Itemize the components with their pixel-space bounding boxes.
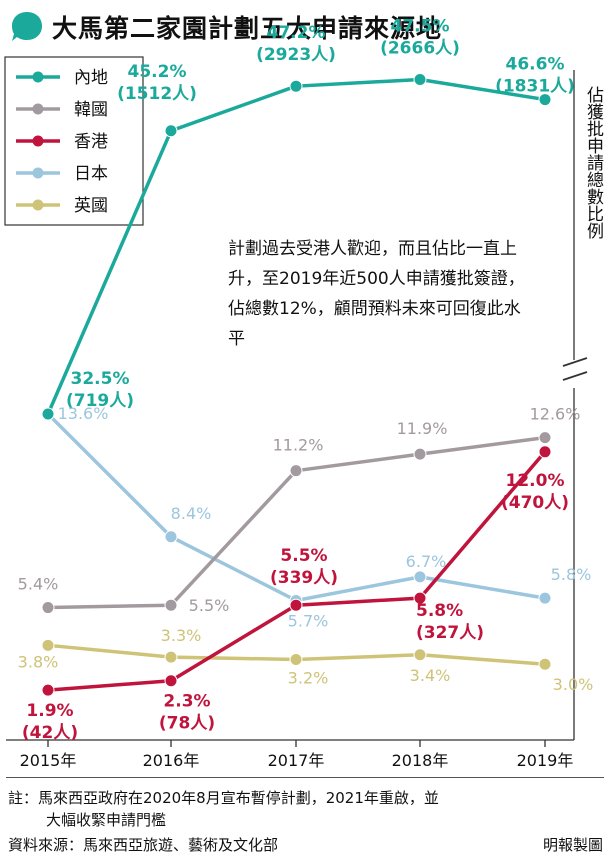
data-point-3-2 — [164, 674, 178, 688]
data-label-3-3-2: (339人) — [270, 568, 338, 588]
data-label-2-3-1: 11.2% — [273, 436, 324, 455]
data-point-5-3 — [289, 652, 303, 666]
data-label-3-5-2: (470人) — [501, 493, 569, 513]
data-point-3-4 — [413, 591, 427, 605]
x-tick-label-4: 2018年 — [392, 751, 449, 770]
data-point-3-1 — [41, 683, 55, 697]
data-label-3-1-2: (42人) — [22, 723, 78, 743]
data-label-2-5-1: 12.6% — [530, 405, 581, 424]
data-point-1-4 — [413, 73, 427, 86]
data-point-2-4 — [413, 447, 427, 461]
data-point-5-2 — [164, 650, 178, 664]
data-point-4-5 — [538, 591, 552, 605]
data-label-1-5-2: (1831人) — [495, 77, 575, 97]
data-point-4-2 — [164, 530, 178, 544]
source-text: 資料來源：馬來西亞旅遊、藝術及文化部 — [8, 836, 279, 854]
data-label-1-3-1: 47.2% — [267, 23, 326, 43]
data-label-1-4-1: 47.5% — [391, 17, 450, 37]
data-label-1-4-2: (2666人) — [380, 39, 460, 59]
data-label-3-3-1: 5.5% — [280, 546, 327, 566]
header: 大馬第二家園計劃五大申請來源地 — [0, 0, 611, 52]
chart-title: 大馬第二家園計劃五大申請來源地 — [52, 14, 443, 43]
data-label-5-1-1: 3.8% — [18, 652, 59, 671]
data-label-3-5-1: 12.0% — [506, 471, 565, 491]
data-label-1-5-1: 46.6% — [506, 55, 565, 75]
data-label-2-1-1: 5.4% — [18, 575, 59, 594]
data-point-5-1 — [41, 638, 55, 652]
x-tick-label-3: 2017年 — [268, 751, 325, 770]
data-label-5-2-1: 3.3% — [161, 626, 202, 645]
data-label-3-2-1: 2.3% — [163, 692, 210, 712]
data-label-4-4-1: 6.7% — [406, 552, 447, 571]
data-point-2-3 — [289, 464, 303, 478]
data-point-2-2 — [164, 598, 178, 612]
legend-marker-4 — [32, 167, 44, 179]
data-label-4-5-1: 5.8% — [551, 565, 592, 584]
data-label-5-4-1: 3.4% — [410, 666, 451, 685]
data-label-2-4-1: 11.9% — [397, 419, 448, 438]
data-label-3-2-2: (78人) — [159, 714, 215, 734]
x-tick-label-1: 2015年 — [20, 751, 77, 770]
legend-label-4: 日本 — [74, 164, 108, 184]
credit-text: 明報製圖 — [542, 836, 603, 854]
footnote-line-2: 大幅收緊申請門檻 — [46, 811, 167, 829]
data-label-1-2-1: 45.2% — [128, 62, 187, 82]
data-label-1-3-2: (2923人) — [256, 45, 336, 65]
data-label-5-5-1: 3.0% — [553, 675, 594, 694]
x-tick-label-5: 2019年 — [517, 751, 574, 770]
data-point-3-3 — [289, 598, 303, 612]
data-point-2-1 — [41, 601, 55, 615]
data-label-4-1-1: 13.6% — [58, 404, 109, 423]
legend-label-5: 英國 — [74, 196, 108, 216]
data-label-3-1-1: 1.9% — [26, 701, 73, 721]
data-label-4-2-1: 8.4% — [171, 504, 212, 523]
legend-label-1: 內地 — [74, 68, 108, 88]
data-point-1-2 — [164, 124, 178, 138]
data-label-1-1-2: (719人) — [66, 391, 134, 411]
legend-label-2: 韓國 — [74, 100, 108, 120]
data-point-1-3 — [289, 79, 303, 93]
data-point-1-1 — [41, 407, 55, 421]
y-axis-label: 佔獲批申請總數比例 — [583, 86, 603, 239]
data-label-4-3-1: 5.7% — [288, 611, 329, 630]
data-label-1-1-1: 32.5% — [71, 369, 130, 389]
data-point-5-4 — [413, 648, 427, 662]
axis-break-mark — [562, 357, 588, 381]
data-label-3-4-2: (327人) — [416, 623, 484, 643]
legend-marker-1 — [32, 71, 44, 83]
annotation-text: 計劃過去受港人歡迎，而且佔比一直上升，至2019年近500人申請獲批簽證，佔總數… — [228, 239, 525, 349]
speech-bubble-icon — [12, 12, 42, 41]
data-point-2-5 — [538, 431, 552, 445]
footnote-line-1: 註：馬來西亞政府在2020年8月宣布暫停計劃，2021年重啟，並 — [8, 789, 439, 807]
footer-divider — [6, 777, 604, 778]
legend-marker-3 — [32, 135, 44, 147]
legend-label-3: 香港 — [74, 132, 108, 152]
data-point-3-5 — [538, 445, 552, 459]
legend-marker-5 — [32, 199, 44, 211]
data-point-5-5 — [538, 657, 552, 671]
data-point-4-4 — [413, 570, 427, 584]
legend-marker-2 — [32, 103, 44, 115]
data-label-5-3-1: 3.2% — [288, 668, 329, 687]
data-point-1-5 — [538, 93, 552, 107]
data-label-2-2-1: 5.5% — [189, 596, 230, 615]
data-label-3-4-1: 5.8% — [416, 601, 463, 621]
data-label-1-2-2: (1512人) — [117, 84, 197, 104]
x-tick-label-2: 2016年 — [143, 751, 200, 770]
